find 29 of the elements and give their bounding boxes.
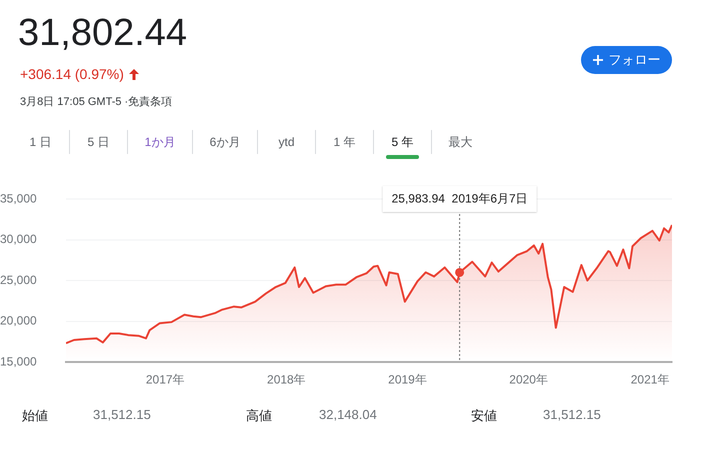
chart-title: 31,802.44	[18, 12, 188, 55]
text: 高値	[246, 407, 272, 425]
text: ytd	[257, 130, 315, 154]
y-tick-label: 20,000	[0, 314, 38, 328]
text: 31,512.15	[93, 407, 151, 422]
y-tick-label: 25,000	[0, 272, 38, 287]
text: 1 年	[315, 130, 373, 154]
text: 始値	[22, 407, 48, 425]
text: 最大	[431, 130, 489, 154]
x-tick-label: 2019年	[388, 372, 427, 387]
y-tick-label: 15,000	[0, 354, 38, 368]
x-tick-label: 2017年	[146, 372, 185, 387]
x-tick-label: 2020年	[509, 372, 548, 387]
chart-subtitle: +306.14 (0.97%)	[20, 66, 124, 82]
text: 安値	[471, 407, 497, 425]
text: 31,512.15	[543, 407, 601, 422]
text: 1 日	[28, 134, 52, 151]
y-tick-label: 35,000	[0, 191, 38, 206]
x-tick-label: 2021年	[630, 372, 670, 387]
ref-line-label: 25,983.94 2019年6月7日	[392, 191, 528, 206]
text: 3月8日 17:05 GMT-5 ·免責条項	[20, 95, 172, 109]
text: 5 年	[373, 130, 431, 154]
text: フォロー	[608, 51, 660, 69]
y-tick-label: 30,000	[0, 232, 38, 246]
text: 1か月	[127, 130, 192, 154]
x-tick-label: 2018年	[267, 372, 306, 387]
text: 6か月	[192, 130, 257, 154]
text: 32,148.04	[319, 407, 377, 422]
text: 5 日	[69, 130, 127, 154]
